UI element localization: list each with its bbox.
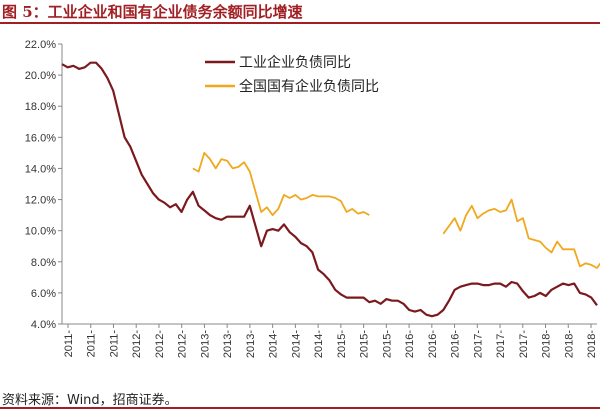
x-tick-label: 2012- (177, 330, 189, 358)
x-tick-label: 2017- (518, 330, 530, 358)
series-line-1 (61, 61, 598, 318)
series-lines (61, 61, 600, 318)
title-divider (0, 22, 600, 24)
y-tick-label: 22.0% (25, 39, 56, 51)
x-tick-label: 2015- (381, 330, 393, 358)
y-tick-label: 14.0% (25, 163, 56, 175)
x-tick-label: 2014- (268, 330, 280, 358)
x-tick-label: 2014- (313, 330, 325, 358)
figure-title: 图 5：工业企业和国有企业债务余额同比增速 (2, 3, 303, 21)
x-tick-label: 2016- (404, 330, 416, 358)
y-tick-label: 20.0% (25, 70, 56, 82)
series-line-2 (192, 152, 600, 269)
y-tick-label: 12.0% (25, 195, 56, 207)
x-tick-label: 2012- (154, 330, 166, 358)
x-tick-label: 2012- (131, 330, 143, 358)
x-tick-label: 2014- (290, 330, 302, 358)
source-note: 资料来源：Wind，招商证券。 (2, 393, 178, 408)
x-axis-ticks: 2011- 2011- 2011- 2012- 2012- 2012- 2013- 2013-… (63, 324, 598, 358)
y-tick-label: 10.0% (25, 226, 56, 238)
x-tick-label: 2013- (199, 330, 211, 358)
x-tick-label: 2011- (108, 330, 120, 358)
x-tick-label: 2018- (563, 330, 575, 358)
x-tick-label: 2013- (222, 330, 234, 358)
y-tick-label: 16.0% (25, 132, 56, 144)
x-tick-label: 2011- (86, 330, 98, 358)
y-tick-label: 4.0% (31, 319, 56, 331)
y-tick-label: 18.0% (25, 101, 56, 113)
x-tick-label: 2017- (495, 330, 507, 358)
x-tick-label: 2015- (359, 330, 371, 358)
x-tick-label: 2011- (63, 330, 75, 358)
x-tick-label: 2015- (336, 330, 348, 358)
x-tick-label: 2013- (245, 330, 257, 358)
line-chart: 4.0% 6.0% 8.0% 10.0% 12.0% 14.0% 16.0% 18.0% 20.… (25, 39, 600, 358)
bottom-divider (0, 407, 600, 409)
x-tick-label: 2018- (586, 330, 598, 358)
x-tick-label: 2016- (427, 330, 439, 358)
y-tick-label: 8.0% (31, 257, 56, 269)
x-tick-label: 2016- (450, 330, 462, 358)
chart-axes (61, 44, 597, 325)
legend-label-2: 全国国有企业负债同比 (239, 78, 379, 95)
x-tick-label: 2018- (541, 330, 553, 358)
y-tick-label: 6.0% (31, 288, 56, 300)
x-tick-label: 2017- (472, 330, 484, 358)
legend-label-1: 工业企业负债同比 (239, 54, 351, 71)
y-axis-ticks: 4.0% 6.0% 8.0% 10.0% 12.0% 14.0% 16.0% 18.0% 20.… (25, 39, 62, 331)
